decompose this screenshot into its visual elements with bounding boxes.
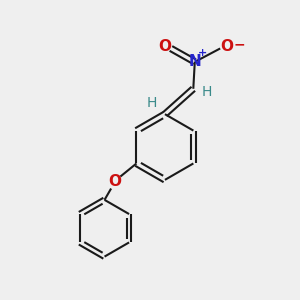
- Text: H: H: [146, 96, 157, 110]
- Text: N: N: [188, 54, 201, 69]
- Text: H: H: [202, 85, 212, 99]
- Text: O: O: [158, 40, 171, 55]
- Text: −: −: [234, 37, 245, 51]
- Text: O: O: [109, 175, 122, 190]
- Text: +: +: [198, 48, 207, 58]
- Text: O: O: [220, 40, 233, 55]
